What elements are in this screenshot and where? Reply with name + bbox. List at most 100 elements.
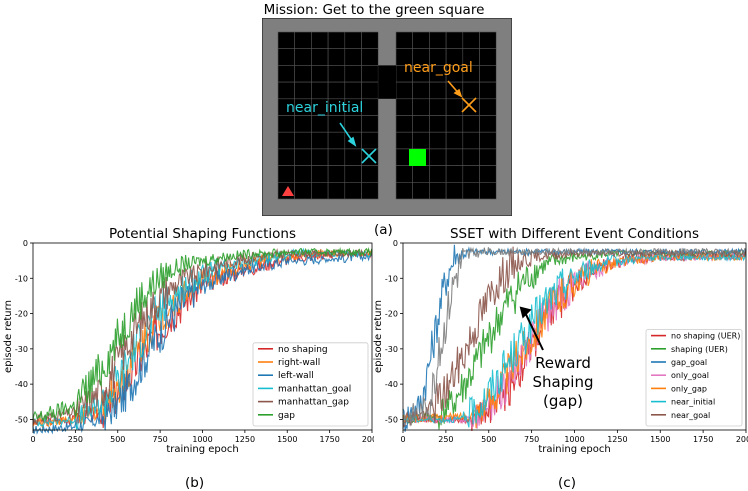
chart-sset-event-conditions: SSET with Different Event Conditions 0 250… (373, 226, 748, 455)
legend-entry: left-wall (278, 371, 314, 381)
floor-cell (294, 131, 312, 150)
floor-cell (277, 131, 296, 150)
x-tick-label: 0 (400, 435, 405, 444)
legend-entry: shaping (UER) (671, 345, 728, 354)
near-initial-label: near_initial (286, 100, 363, 116)
legend-entry: right-wall (278, 358, 320, 368)
floor-cell (412, 115, 430, 133)
floor-cell (429, 115, 447, 133)
x-tick-label: 1000 (192, 435, 212, 444)
floor-cell (412, 131, 430, 150)
y-tick-label: -40 (15, 380, 28, 389)
floor-cell (462, 81, 480, 100)
near-goal-marker (447, 80, 477, 113)
floor-cell (479, 148, 497, 166)
gridworld-panel: near_goal near_initial (262, 18, 512, 216)
floor-cell (395, 98, 414, 116)
floor-cell (462, 182, 480, 200)
y-tick-label: -20 (385, 310, 398, 319)
gap-cell (378, 65, 396, 99)
floor-cell (412, 31, 430, 50)
floor-cell (361, 165, 379, 183)
floor-cell (445, 115, 464, 133)
x-tick-label: 500 (481, 435, 496, 444)
legend-entry: only_gap (671, 384, 707, 393)
x-tick-label: 250 (438, 435, 453, 444)
floor-cell (395, 182, 414, 200)
floor-cell (462, 115, 480, 133)
y-tick-label: -10 (15, 274, 28, 283)
x-tick-label: 2000 (736, 435, 748, 444)
x-tick-label: 1250 (607, 435, 627, 444)
caption-c: (c) (558, 475, 576, 491)
floor-cell (327, 65, 346, 83)
floor-cell (277, 115, 296, 133)
floor-cell (311, 148, 329, 166)
floor-cell (311, 115, 329, 133)
y-tick-label: -40 (385, 380, 398, 389)
x-axis-label: training epoch (538, 444, 610, 455)
floor-cell (327, 148, 346, 166)
legend-entry: gap (278, 411, 295, 421)
floor-cell (311, 182, 329, 200)
floor-cell (429, 165, 447, 183)
legend-entry: no shaping (278, 345, 328, 355)
near-initial-marker (339, 122, 377, 164)
x-tick-label: 1750 (319, 435, 339, 444)
annotation-arrow (523, 311, 544, 351)
legend-entry: manhattan_gap (278, 398, 349, 408)
floor-cell (412, 165, 430, 183)
floor-cell (294, 165, 312, 183)
goal-square (409, 149, 426, 166)
floor-cell (294, 31, 312, 50)
floor-cell (479, 98, 497, 116)
legend-entry: near_initial (671, 398, 715, 407)
floor-cell (361, 98, 379, 116)
floor-cell (277, 148, 296, 166)
floor-cell (479, 65, 497, 83)
floor-cell (361, 31, 379, 50)
floor-cell (344, 115, 362, 133)
floor-cell (361, 65, 379, 83)
y-tick-label: -30 (15, 345, 28, 354)
floor-cell (294, 48, 312, 66)
series-line-unlabeled (402, 246, 746, 430)
floor-cell (327, 115, 346, 133)
floor-cell (395, 165, 414, 183)
floor-cell (462, 131, 480, 150)
annotation-arrowhead (519, 306, 532, 319)
x-tick-label: 500 (110, 435, 125, 444)
legend-box (252, 342, 369, 427)
floor-cell (311, 165, 329, 183)
floor-cell (294, 115, 312, 133)
caption-b: (b) (185, 475, 205, 491)
y-tick-label: 0 (23, 239, 28, 248)
x-tick-label: 1250 (235, 435, 255, 444)
floor-cell (294, 148, 312, 166)
floor-cell (462, 148, 480, 166)
annotation-text: (gap) (543, 392, 583, 410)
x-tick-label: 1750 (693, 435, 713, 444)
floor-cell (479, 182, 497, 200)
floor-cell (344, 165, 362, 183)
floor-cell (277, 31, 296, 50)
y-tick-label: -20 (15, 310, 28, 319)
floor-cell (395, 31, 414, 50)
y-tick-label: -30 (385, 345, 398, 354)
x-tick-label: 250 (68, 435, 83, 444)
y-axis-label: episode return (373, 300, 384, 373)
floor-cell (429, 131, 447, 150)
legend-entry: only_goal (671, 371, 709, 380)
floor-cell (462, 165, 480, 183)
floor-cell (479, 165, 497, 183)
floor-cell (277, 65, 296, 83)
floor-cell (361, 48, 379, 66)
floor-cell (412, 182, 430, 200)
caption-a: (a) (374, 222, 393, 238)
floor-cell (311, 131, 329, 150)
chart-title: Potential Shaping Functions (109, 226, 296, 242)
annotation-text: Shaping (533, 373, 594, 391)
floor-cell (445, 182, 464, 200)
series-line-gap (32, 246, 373, 422)
floor-cell (344, 182, 362, 200)
